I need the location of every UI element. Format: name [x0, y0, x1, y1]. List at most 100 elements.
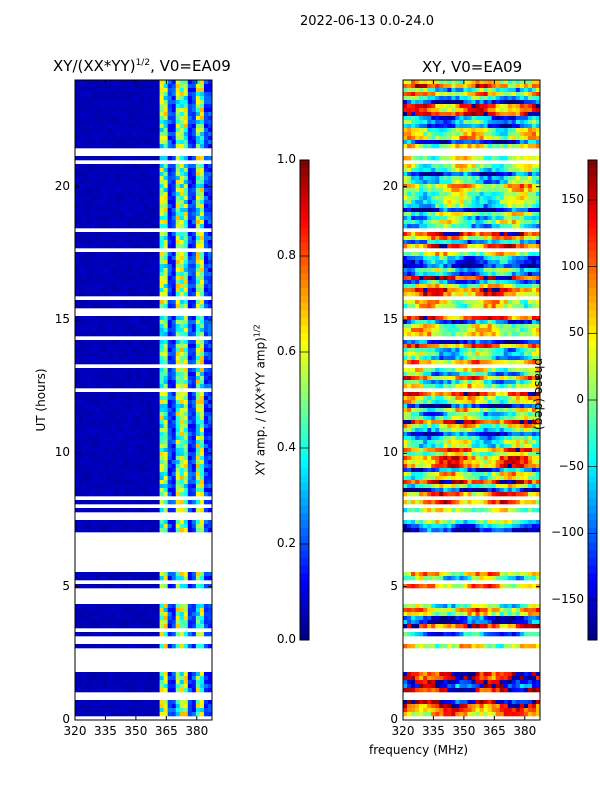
heatmap-cell	[111, 280, 116, 285]
heatmap-cell	[127, 620, 132, 625]
heatmap-cell	[75, 472, 80, 477]
heatmap-cell	[87, 624, 92, 629]
heatmap-cell	[167, 136, 173, 141]
heatmap-cell	[471, 104, 476, 109]
heatmap-cell	[147, 268, 152, 273]
heatmap-cell	[167, 484, 173, 489]
heatmap-cell	[159, 492, 165, 497]
heatmap-cell	[75, 88, 80, 93]
heatmap-cell	[103, 128, 108, 133]
heatmap-cell	[111, 328, 116, 333]
heatmap-cell	[203, 404, 209, 409]
heatmap-cell	[83, 96, 88, 101]
heatmap-cell	[95, 440, 100, 445]
heatmap-cell	[159, 128, 165, 133]
heatmap-cell	[99, 104, 104, 109]
heatmap-cell	[91, 576, 96, 581]
heatmap-cell	[75, 492, 80, 497]
heatmap-cell	[119, 672, 124, 677]
heatmap-cell	[123, 380, 128, 385]
heatmap-cell	[419, 204, 424, 209]
heatmap-cell	[111, 144, 116, 149]
heatmap-cell	[147, 236, 152, 241]
heatmap-cell	[103, 304, 108, 309]
heatmap-cell	[103, 224, 108, 229]
heatmap-cell	[191, 376, 197, 381]
heatmap-cell	[207, 376, 213, 381]
heatmap-cell	[95, 96, 100, 101]
heatmap-cell	[131, 708, 136, 713]
heatmap-cell	[91, 200, 96, 205]
heatmap-cell	[95, 676, 100, 681]
heatmap-cell	[191, 604, 197, 609]
heatmap-cell	[139, 92, 144, 97]
heatmap-cell	[503, 200, 509, 205]
heatmap-cell	[115, 400, 120, 405]
heatmap-cell	[111, 100, 116, 105]
heatmap-cell	[91, 84, 96, 89]
heatmap-cell	[115, 280, 120, 285]
heatmap-cell	[199, 284, 205, 289]
heatmap-cell	[479, 100, 484, 105]
heatmap-cell	[175, 416, 181, 421]
heatmap-cell	[127, 256, 132, 261]
heatmap-cell	[187, 340, 193, 345]
heatmap-cell	[135, 428, 140, 433]
heatmap-cell	[435, 128, 440, 133]
heatmap-cell	[179, 232, 185, 237]
heatmap-cell	[83, 676, 88, 681]
heatmap-cell	[95, 468, 100, 473]
heatmap-cell	[115, 284, 120, 289]
heatmap-cell	[479, 108, 484, 113]
heatmap-cell	[195, 384, 201, 389]
heatmap-cell	[123, 256, 128, 261]
heatmap-cell	[523, 176, 529, 181]
heatmap-cell	[107, 236, 112, 241]
heatmap-cell	[143, 400, 148, 405]
heatmap-cell	[491, 108, 497, 113]
heatmap-cell	[99, 620, 104, 625]
heatmap-cell	[183, 384, 189, 389]
heatmap-cell	[143, 488, 148, 493]
heatmap-cell	[91, 604, 96, 609]
heatmap-cell	[127, 128, 132, 133]
heatmap-cell	[135, 352, 140, 357]
heatmap-cell	[187, 108, 193, 113]
heatmap-cell	[135, 500, 140, 505]
heatmap-cell	[191, 108, 197, 113]
heatmap-cell	[83, 620, 88, 625]
heatmap-cell	[167, 112, 173, 117]
heatmap-cell	[111, 320, 116, 325]
heatmap-cell	[139, 432, 144, 437]
heatmap-cell	[187, 184, 193, 189]
heatmap-cell	[523, 132, 529, 137]
heatmap-cell	[95, 616, 100, 621]
heatmap-cell	[83, 272, 88, 277]
heatmap-cell	[403, 176, 408, 181]
heatmap-cell	[503, 108, 509, 113]
heatmap-cell	[135, 608, 140, 613]
heatmap-cell	[127, 96, 132, 101]
heatmap-cell	[79, 168, 84, 173]
heatmap-cell	[459, 192, 464, 197]
heatmap-cell	[111, 428, 116, 433]
heatmap-cell	[175, 520, 181, 525]
heatmap-cell	[87, 460, 92, 465]
heatmap-cell	[107, 292, 112, 297]
heatmap-cell	[75, 100, 80, 105]
heatmap-cell	[407, 96, 412, 101]
heatmap-cell	[155, 508, 161, 513]
heatmap-cell	[535, 184, 541, 189]
heatmap-cell	[119, 624, 124, 629]
heatmap-cell	[91, 172, 96, 177]
heatmap-cell	[195, 412, 201, 417]
heatmap-cell	[163, 576, 169, 581]
heatmap-cell	[207, 360, 213, 365]
heatmap-cell	[135, 708, 140, 713]
heatmap-cell	[87, 208, 92, 213]
heatmap-cell	[147, 500, 152, 505]
heatmap-cell	[103, 88, 108, 93]
heatmap-cell	[179, 96, 185, 101]
heatmap-cell	[491, 104, 497, 109]
heatmap-cell	[143, 476, 148, 481]
